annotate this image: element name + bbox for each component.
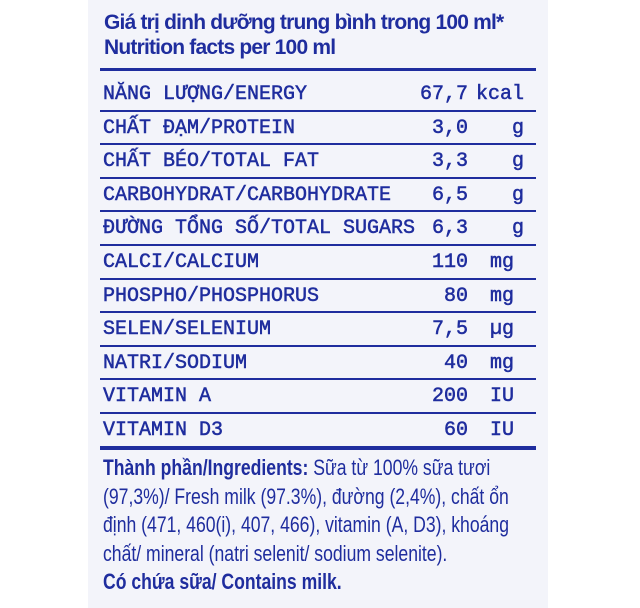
nutrient-row: VITAMIN D3 60 IU — [100, 414, 536, 448]
nutrient-row: NĂNG LƯỢNG/ENERGY 67,7 kcal — [100, 78, 536, 112]
nutrient-unit: kcal — [476, 83, 525, 107]
nutrient-value: 200 — [431, 385, 469, 409]
nutrient-row: NATRI/SODIUM 40 mg — [100, 347, 536, 381]
title-english: Nutrition facts per 100 ml — [104, 36, 336, 59]
nutrient-row: CHẤT ĐẠM/PROTEIN 3,0 g — [100, 112, 536, 146]
nutrient-value: 67,7 — [419, 83, 469, 107]
nutrition-title: Giá trị dinh dưỡng trung bình trong 100 … — [104, 10, 504, 60]
nutrient-label: CHẤT ĐẠM/PROTEIN — [103, 116, 296, 140]
nutrient-unit: IU — [490, 385, 515, 409]
nutrient-row: VITAMIN A 200 IU — [100, 380, 536, 414]
nutrient-value: 3,0 — [431, 116, 469, 140]
nutrient-unit: µg — [490, 318, 515, 342]
bottom-divider — [100, 447, 536, 450]
nutrient-label: VITAMIN D3 — [103, 419, 224, 443]
nutrient-label: NĂNG LƯỢNG/ENERGY — [103, 83, 308, 107]
nutrient-value: 110 — [431, 251, 469, 275]
nutrient-label: PHOSPHO/PHOSPHORUS — [103, 284, 320, 308]
nutrient-unit: mg — [490, 251, 515, 275]
nutrient-label: ĐƯỜNG TỔNG SỐ/TOTAL SUGARS — [103, 217, 416, 241]
label-panel — [88, 0, 548, 608]
ingredients-heading: Thành phần/Ingredients: — [103, 455, 309, 480]
nutrient-label: SELEN/SELENIUM — [103, 318, 272, 342]
allergen-statement: Có chứa sữa/ Contains milk. — [103, 569, 342, 594]
nutrient-label: VITAMIN A — [103, 385, 212, 409]
nutrient-value: 6,5 — [431, 183, 469, 208]
nutrient-unit: IU — [490, 419, 515, 443]
nutrient-unit: g — [512, 217, 525, 241]
nutrient-row: CHẤT BÉO/TOTAL FAT 3,3 g — [100, 145, 536, 179]
nutrient-value: 3,3 — [431, 150, 469, 174]
nutrient-label: NATRI/SODIUM — [103, 351, 248, 376]
nutrient-row: CARBOHYDRAT/CARBOHYDRATE 6,5 g — [100, 179, 536, 213]
nutrient-value: 60 — [443, 419, 469, 443]
nutrient-row: ĐƯỜNG TỔNG SỐ/TOTAL SUGARS 6,3 g — [100, 212, 536, 246]
nutrient-row: PHOSPHO/PHOSPHORUS 80 mg — [100, 280, 536, 314]
nutrient-unit: mg — [490, 351, 515, 376]
nutrient-unit: g — [512, 150, 525, 174]
ingredients-block: Thành phần/Ingredients: Sữa từ 100% sữa … — [103, 454, 539, 597]
nutrient-row: SELEN/SELENIUM 7,5 µg — [100, 313, 536, 347]
nutrient-value: 7,5 — [431, 318, 469, 342]
top-divider — [100, 68, 536, 71]
nutrient-value: 80 — [443, 284, 469, 308]
nutrient-unit: mg — [490, 284, 515, 308]
nutrient-label: CHẤT BÉO/TOTAL FAT — [103, 150, 320, 174]
nutrient-value: 6,3 — [431, 217, 469, 241]
ingredients-text: Sữa từ 100% sữa tươi (97,3%)/ Fresh milk… — [103, 455, 509, 566]
nutrient-row: CALCI/CALCIUM 110 mg — [100, 246, 536, 280]
nutrient-label: CARBOHYDRAT/CARBOHYDRATE — [103, 183, 392, 208]
nutrient-label: CALCI/CALCIUM — [103, 251, 260, 275]
nutrient-value: 40 — [443, 351, 469, 376]
nutrient-unit: g — [512, 116, 525, 140]
title-vietnamese: Giá trị dinh dưỡng trung bình trong 100 … — [104, 11, 504, 34]
nutrient-unit: g — [512, 183, 525, 208]
